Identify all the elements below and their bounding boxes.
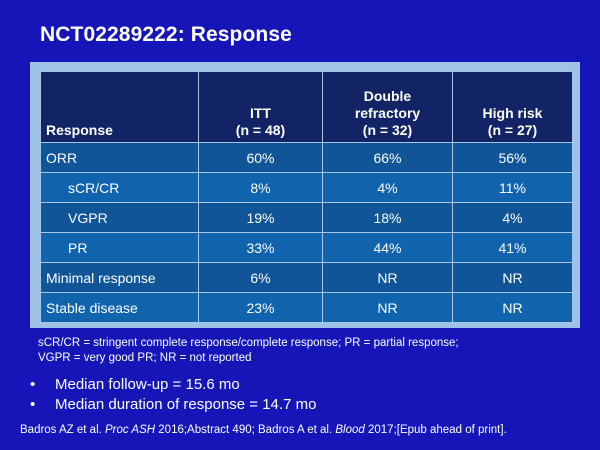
footnote-line: sCR/CR = stringent complete response/com… (38, 337, 459, 349)
cell-itt: 33% (198, 232, 323, 263)
cell-high-risk: NR (452, 262, 573, 293)
cell-double-refractory: 44% (322, 232, 453, 263)
table-row: Stable disease 23% NR NR (40, 292, 573, 323)
row-label: PR (40, 232, 199, 263)
citation-journal: Proc ASH (105, 424, 156, 436)
header-itt: ITT (n = 48) (198, 71, 323, 143)
table-row: ORR 60% 66% 56% (40, 142, 573, 173)
header-high-risk: High risk (n = 27) (452, 71, 573, 143)
cell-double-refractory: 18% (322, 202, 453, 233)
cell-double-refractory: NR (322, 262, 453, 293)
bullet-text: Median follow-up = 15.6 mo (55, 376, 240, 393)
cell-high-risk: NR (452, 292, 573, 323)
cell-itt: 6% (198, 262, 323, 293)
cell-high-risk: 56% (452, 142, 573, 173)
bullet-text: Median duration of response = 14.7 mo (55, 395, 317, 413)
header-itt-n: (n = 48) (235, 122, 286, 138)
citation: Badros AZ et al. Proc ASH 2016;Abstract … (20, 424, 507, 436)
abbreviations-footnote: sCR/CR = stringent complete response/com… (38, 336, 558, 366)
row-label: VGPR (40, 202, 199, 233)
bullet-list: • Median follow-up = 15.6 mo • Median du… (30, 375, 316, 414)
table-row: PR 33% 44% 41% (40, 232, 573, 263)
citation-text: Badros AZ et al. (20, 424, 106, 436)
cell-itt: 60% (198, 142, 323, 173)
header-high-risk-line: High risk (482, 105, 543, 121)
slide-title: NCT02289222: Response (40, 23, 292, 46)
cell-high-risk: 41% (452, 232, 573, 263)
cell-double-refractory: NR (322, 292, 453, 323)
cell-itt: 23% (198, 292, 323, 323)
citation-text: 2016;Abstract 490; Badros A et al. (155, 424, 336, 436)
cell-itt: 19% (198, 202, 323, 233)
bullet-item: • Median duration of response = 14.7 mo (30, 395, 316, 415)
cell-double-refractory: 66% (322, 142, 453, 173)
row-label: Stable disease (40, 292, 199, 323)
row-label: ORR (40, 142, 199, 173)
row-label: Minimal response (40, 262, 199, 293)
header-double-refractory: Double refractory (n = 32) (322, 71, 453, 143)
bullet-item: • Median follow-up = 15.6 mo (30, 375, 316, 395)
header-itt-line: ITT (250, 105, 271, 121)
cell-itt: 8% (198, 172, 323, 203)
table-row: Minimal response 6% NR NR (40, 262, 573, 293)
header-double-refractory-line: refractory (354, 105, 421, 121)
cell-high-risk: 11% (452, 172, 573, 203)
bullet-icon: • (30, 395, 36, 413)
citation-journal: Blood (335, 424, 365, 436)
cell-double-refractory: 4% (322, 172, 453, 203)
row-label: sCR/CR (40, 172, 199, 203)
response-table: Response ITT (n = 48) Double refractory … (40, 71, 573, 323)
table-row: sCR/CR 8% 4% 11% (40, 172, 573, 203)
header-response: Response (40, 71, 199, 143)
bullet-icon: • (30, 376, 36, 393)
table-header-row: Response ITT (n = 48) Double refractory … (40, 71, 573, 143)
header-double-refractory-line: Double (363, 88, 412, 104)
table-row: VGPR 19% 18% 4% (40, 202, 573, 233)
header-double-refractory-n: (n = 32) (362, 122, 413, 138)
cell-high-risk: 4% (452, 202, 573, 233)
footnote-line: VGPR = very good PR; NR = not reported (38, 352, 252, 364)
header-high-risk-n: (n = 27) (487, 122, 538, 138)
citation-text: 2017;[Epub ahead of print]. (364, 424, 507, 436)
